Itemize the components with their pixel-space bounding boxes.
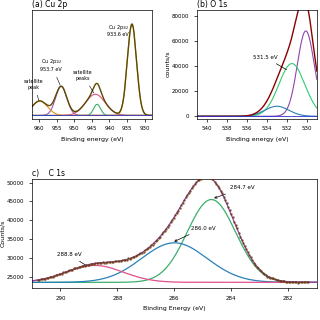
Text: 288.8 eV: 288.8 eV: [57, 252, 87, 266]
Text: 286.0 eV: 286.0 eV: [175, 226, 215, 241]
Text: Cu 2p$_{3/2}$
933.6 eV: Cu 2p$_{3/2}$ 933.6 eV: [107, 23, 132, 37]
X-axis label: Binding Energy (eV): Binding Energy (eV): [143, 306, 206, 311]
X-axis label: Binding energy (eV): Binding energy (eV): [60, 137, 123, 142]
X-axis label: Binding energy (eV): Binding energy (eV): [226, 137, 288, 142]
Y-axis label: Counts/s: Counts/s: [0, 220, 5, 247]
Text: c)    C 1s: c) C 1s: [32, 169, 65, 178]
Text: satellite
peak: satellite peak: [24, 79, 44, 100]
Y-axis label: counts/s: counts/s: [166, 51, 171, 77]
Text: (b) O 1s: (b) O 1s: [197, 0, 228, 9]
Text: satellite
peaks: satellite peaks: [73, 70, 94, 93]
Text: 284.7 eV: 284.7 eV: [215, 185, 255, 198]
Text: Cu 2p$_{1/2}$
953.7 eV: Cu 2p$_{1/2}$ 953.7 eV: [41, 58, 62, 85]
Text: 531.5 eV: 531.5 eV: [252, 54, 286, 70]
Text: (a) Cu 2p: (a) Cu 2p: [32, 0, 67, 9]
